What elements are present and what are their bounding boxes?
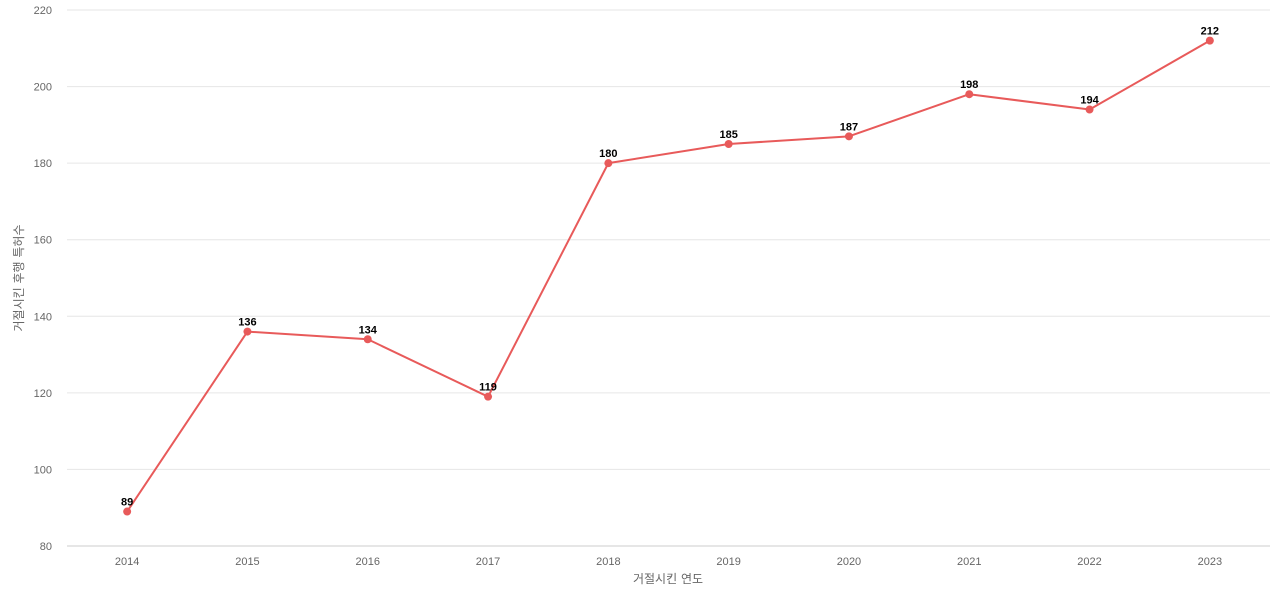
series-layer xyxy=(123,36,1214,516)
y-axis-title: 거절시킨 후행 특허수 xyxy=(11,225,26,332)
y-tick-label: 180 xyxy=(34,158,52,170)
data-label: 119 xyxy=(479,382,497,394)
x-tick-label: 2023 xyxy=(1198,556,1222,568)
y-tick-label: 100 xyxy=(34,464,52,476)
data-label: 134 xyxy=(359,324,378,336)
x-tick-label: 2014 xyxy=(115,556,139,568)
data-point xyxy=(1085,105,1094,114)
y-axis: 80 100 120 140 160 180 200 220 xyxy=(34,5,52,553)
y-tick-label: 160 xyxy=(34,235,52,247)
grid-layer xyxy=(67,9,1270,470)
y-tick-label: 120 xyxy=(34,388,52,400)
x-tick-label: 2019 xyxy=(716,556,740,568)
data-point xyxy=(1205,36,1214,45)
data-label: 194 xyxy=(1080,95,1099,107)
x-tick-label: 2017 xyxy=(476,556,500,568)
y-tick-label: 200 xyxy=(34,82,52,94)
data-point xyxy=(123,507,132,516)
x-tick-label: 2015 xyxy=(235,556,259,568)
x-axis-title: 거절시킨 연도 xyxy=(633,572,703,586)
data-label: 89 xyxy=(121,497,133,509)
data-point xyxy=(844,132,853,141)
data-label: 180 xyxy=(599,148,617,160)
x-tick-label: 2018 xyxy=(596,556,620,568)
series-line xyxy=(126,39,1211,513)
data-point xyxy=(484,392,493,401)
data-label-layer: 89 136 134 119 180 185 187 198 194 212 xyxy=(121,26,1219,509)
x-tick-label: 2016 xyxy=(356,556,380,568)
data-label: 187 xyxy=(840,121,858,133)
x-tick-label: 2020 xyxy=(837,556,861,568)
data-label: 212 xyxy=(1201,26,1219,38)
data-label: 136 xyxy=(238,317,256,329)
data-label: 185 xyxy=(719,129,737,141)
data-point xyxy=(724,140,733,148)
y-tick-label: 80 xyxy=(40,541,52,553)
data-point xyxy=(965,90,974,99)
data-label: 198 xyxy=(960,79,978,91)
x-axis: 2014 2015 2016 2017 2018 2019 2020 2021 2022 2023 xyxy=(67,545,1270,568)
x-tick-label: 2021 xyxy=(957,556,981,568)
data-point xyxy=(243,327,252,336)
y-tick-label: 140 xyxy=(34,311,52,323)
y-tick-label: 220 xyxy=(34,5,52,17)
data-point xyxy=(363,335,372,344)
x-tick-label: 2022 xyxy=(1077,556,1101,568)
data-point xyxy=(604,159,613,168)
